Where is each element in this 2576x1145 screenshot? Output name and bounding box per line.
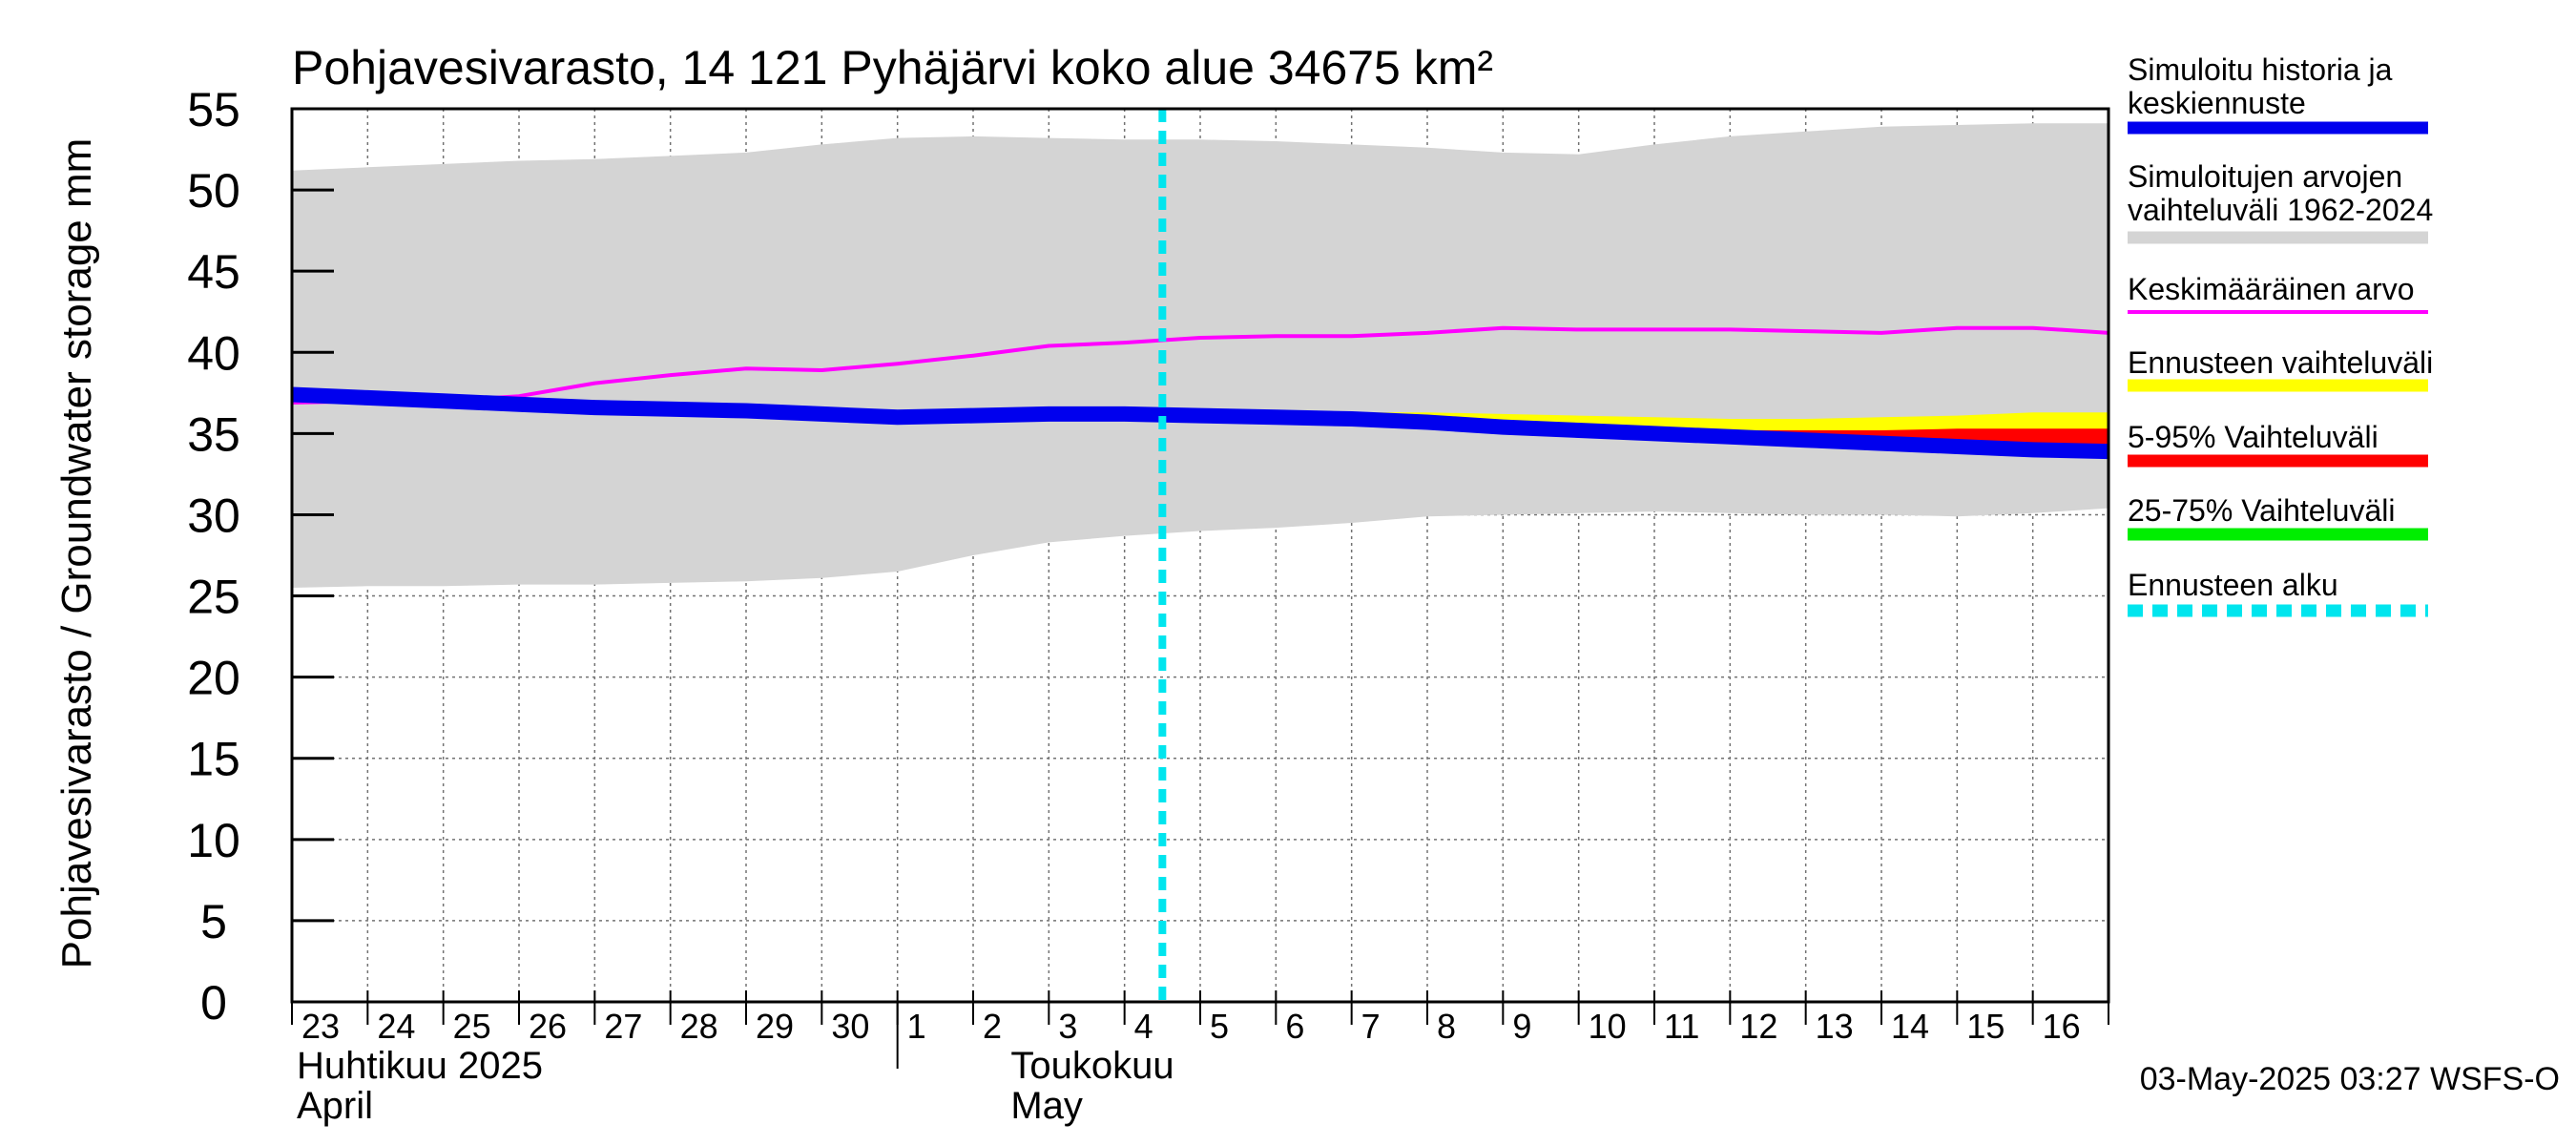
y-tick-label: 40 [187,326,240,380]
y-tick-label: 0 [200,976,227,1030]
legend-label: Simuloitu historia ja [2128,52,2393,87]
x-tick-label: 9 [1512,1007,1531,1046]
series-band-simuloitujen-arvojen-vaihteluv-li-1962-2024 [292,123,2109,589]
x-tick-label: 8 [1437,1007,1456,1046]
legend-label: keskiennuste [2128,86,2306,120]
month-label-en: April [297,1085,373,1127]
series-band-5-95-vaihteluv-li [1124,413,2109,457]
x-tick-label: 24 [377,1007,415,1046]
legend-label: Keskimääräinen arvo [2128,272,2415,306]
x-tick-label: 29 [756,1007,794,1046]
x-tick-label: 5 [1210,1007,1229,1046]
legend-label: 25-75% Vaihteluväli [2128,493,2395,528]
month-label: Toukokuu [1010,1045,1174,1087]
month-label: Huhtikuu 2025 [297,1045,543,1087]
timestamp-footer: 03-May-2025 03:27 WSFS-O [2140,1061,2560,1097]
series-line-keskim-r-inen-arvo [291,325,2109,405]
x-tick-label: 12 [1739,1007,1777,1046]
x-tick-label: 11 [1664,1007,1699,1046]
y-tick-label: 55 [187,83,240,136]
y-tick-label: 20 [187,652,240,705]
y-tick-label: 5 [200,895,227,948]
y-tick-label: 15 [187,733,240,786]
y-tick-label: 35 [187,407,240,461]
y-axis-label: Pohjavesivarasto / Groundwater storage m… [53,138,100,969]
legend-label: vaihteluväli 1962-2024 [2128,193,2433,227]
x-tick-label: 1 [907,1007,926,1046]
x-tick-label: 28 [680,1007,718,1046]
y-tick-label: 45 [187,245,240,299]
x-tick-label: 23 [301,1007,340,1046]
x-tick-label: 25 [453,1007,491,1046]
x-tick-label: 16 [2043,1007,2081,1046]
x-tick-label: 14 [1891,1007,1929,1046]
legend-label: 5-95% Vaihteluväli [2128,420,2379,454]
series-band-ennusteen-vaihteluv-li [1124,412,2109,453]
y-tick-label: 30 [187,489,240,542]
y-tick-label: 25 [187,571,240,624]
chart-title: Pohjavesivarasto, 14 121 Pyhäjärvi koko … [292,41,1493,94]
x-tick-label: 30 [831,1007,869,1046]
x-tick-label: 10 [1589,1007,1627,1046]
x-tick-label: 15 [1966,1007,2005,1046]
x-tick-label: 4 [1134,1007,1153,1046]
x-tick-label: 26 [529,1007,567,1046]
series-line-simuloitu-historia-ja-keskiennuste [291,386,2109,460]
x-tick-label: 6 [1285,1007,1304,1046]
y-tick-label: 10 [187,814,240,867]
y-tick-label: 50 [187,164,240,218]
x-tick-label: 27 [604,1007,642,1046]
x-tick-label: 7 [1361,1007,1381,1046]
x-tick-label: 13 [1816,1007,1854,1046]
x-tick-label: 2 [983,1007,1002,1046]
month-label-en: May [1010,1085,1083,1127]
x-tick-label: 3 [1058,1007,1077,1046]
legend-label: Ennusteen vaihteluväli [2128,345,2433,380]
legend-label: Ennusteen alku [2128,568,2338,602]
legend-label: Simuloitujen arvojen [2128,159,2402,194]
